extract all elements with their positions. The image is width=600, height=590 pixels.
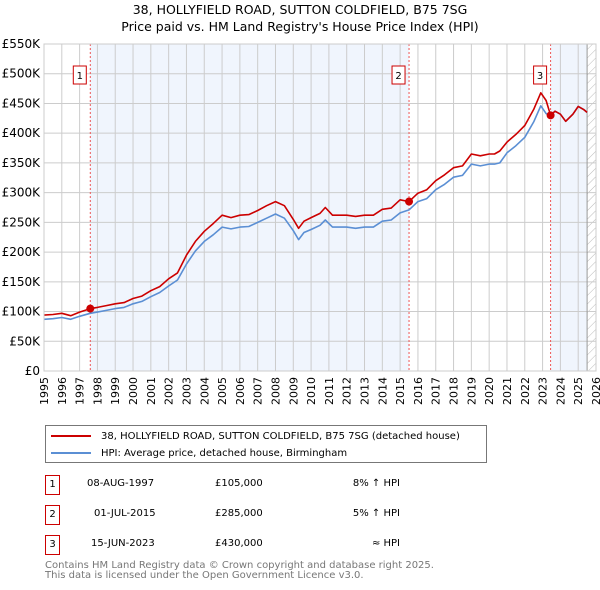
x-tick-label: 2026 [590, 377, 600, 405]
y-tick-label: £450K [2, 96, 42, 110]
x-tick-label: 2002 [163, 377, 176, 405]
transaction-price: £105,000 [215, 478, 263, 489]
legend-label-hpi: HPI: Average price, detached house, Birm… [101, 447, 348, 459]
y-tick-label: £300K [2, 186, 42, 200]
plot-border [43, 43, 597, 372]
y-tick-label: £150K [2, 275, 42, 289]
transaction-date: 15-JUN-2023 [91, 538, 155, 549]
x-tick-label: 2009 [287, 377, 300, 405]
sale-label-box [391, 65, 406, 85]
legend: 38, HOLLYFIELD ROAD, SUTTON COLDFIELD, B… [45, 425, 487, 463]
sale-label-box [72, 65, 87, 85]
x-tick-label: 2024 [554, 377, 567, 405]
chart-title: 38, HOLLYFIELD ROAD, SUTTON COLDFIELD, B… [132, 2, 468, 17]
y-tick-label: £50K [9, 334, 41, 348]
x-tick-label: 2011 [323, 377, 336, 405]
transaction-price: £430,000 [215, 538, 263, 549]
sale-label: 2 [395, 71, 401, 82]
x-tick-label: 2019 [465, 377, 478, 405]
x-tick-label: 1997 [74, 377, 87, 405]
x-tick-label: 2012 [341, 377, 354, 405]
transaction-date: 01-JUL-2015 [94, 508, 156, 519]
y-tick-label: £400K [2, 126, 42, 140]
x-tick-label: 2022 [519, 377, 532, 405]
y-tick-label: £350K [2, 156, 42, 170]
x-tick-label: 1996 [56, 377, 69, 405]
x-tick-label: 2020 [483, 377, 496, 405]
footer-licence: This data is licensed under the Open Gov… [45, 570, 364, 581]
legend-swatch-hpi [51, 452, 91, 454]
hpi-line [43, 105, 588, 321]
legend-item-hpi: HPI: Average price, detached house, Birm… [51, 446, 347, 460]
x-tick-label: 2003 [180, 377, 193, 405]
x-tick-label: 2013 [359, 377, 372, 405]
footer: Contains HM Land Registry data © Crown c… [45, 561, 434, 581]
sale-label: 1 [77, 71, 83, 82]
transaction-hpi: ≈ HPI [371, 538, 400, 549]
x-tick-label: 1995 [38, 377, 51, 405]
transaction-marker: 2 [45, 505, 60, 525]
shaded-period [550, 44, 588, 371]
x-tick-label: 2017 [430, 377, 443, 405]
x-tick-label: 2010 [305, 377, 318, 405]
x-tick-label: 2000 [127, 377, 140, 405]
sale-point [405, 197, 414, 206]
footer-copyright: Contains HM Land Registry data © Crown c… [45, 560, 434, 571]
y-tick-label: £250K [2, 215, 42, 229]
x-tick-label: 1998 [91, 377, 104, 405]
x-tick-label: 2023 [537, 377, 550, 405]
x-tick-label: 2018 [448, 377, 461, 405]
shaded-period [90, 44, 410, 371]
x-tick-label: 2014 [376, 377, 389, 405]
sale-label: 3 [537, 71, 543, 82]
price-chart: 1995 1996 1997 1998 1999 2000 2001 2002 2003 2004… [2, 37, 600, 405]
y-tick-label: £200K [2, 245, 42, 259]
sale-label-box [533, 65, 548, 85]
y-tick-label: £550K [2, 37, 42, 51]
x-tick-label: 2004 [198, 377, 211, 405]
transaction-price: £285,000 [215, 508, 263, 519]
transaction-marker: 3 [45, 535, 60, 555]
legend-swatch-property [51, 435, 91, 437]
y-tick-label: £100K [2, 305, 42, 319]
x-tick-label: 2007 [252, 377, 265, 405]
sale-point [86, 304, 95, 313]
property-price-line [43, 92, 588, 317]
chart-subtitle: Price paid vs. HM Land Registry's House … [121, 19, 479, 34]
x-tick-label: 2025 [572, 377, 585, 405]
x-tick-label: 2001 [145, 377, 158, 405]
transaction-date: 08-AUG-1997 [87, 478, 155, 489]
x-tick-label: 2015 [394, 377, 407, 405]
transaction-hpi: 8% ↑ HPI [352, 478, 400, 489]
x-tick-label: 2006 [234, 377, 247, 405]
x-tick-label: 2005 [216, 377, 229, 405]
transaction-marker: 1 [45, 475, 60, 495]
transaction-hpi: 5% ↑ HPI [352, 508, 400, 519]
y-tick-label: £500K [2, 67, 42, 81]
x-tick-label: 2016 [412, 377, 425, 405]
future-hatch [587, 44, 596, 371]
x-tick-label: 2008 [269, 377, 282, 405]
legend-label-property: 38, HOLLYFIELD ROAD, SUTTON COLDFIELD, B… [101, 430, 460, 442]
x-tick-label: 1999 [109, 377, 122, 405]
y-tick-label: £0 [25, 364, 40, 378]
x-tick-label: 2021 [501, 377, 514, 405]
sale-point [546, 111, 555, 120]
legend-item-property: 38, HOLLYFIELD ROAD, SUTTON COLDFIELD, B… [51, 429, 460, 443]
